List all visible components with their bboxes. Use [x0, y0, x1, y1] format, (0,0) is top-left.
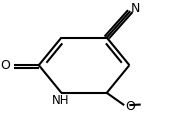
Text: O: O [0, 59, 10, 72]
Text: NH: NH [52, 94, 69, 107]
Text: O: O [125, 100, 135, 113]
Text: N: N [131, 2, 140, 15]
